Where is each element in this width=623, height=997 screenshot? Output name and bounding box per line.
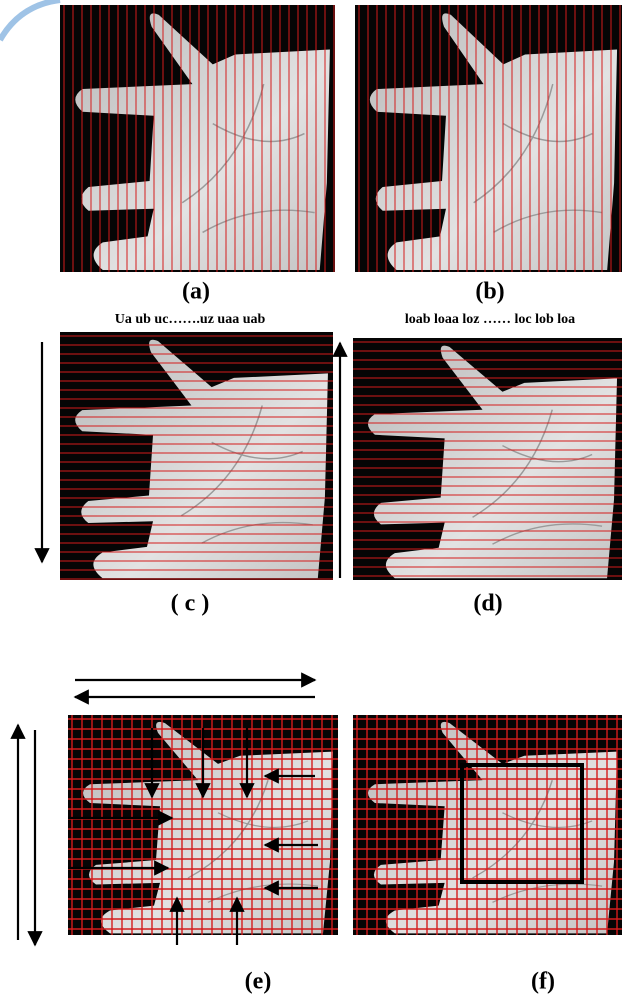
panel-label: (b) bbox=[475, 279, 504, 305]
sequence-label: Ua ub uc…….uz uaa uab bbox=[115, 312, 266, 327]
panel-label: (d) bbox=[473, 591, 502, 617]
panel-label: (f) bbox=[531, 969, 555, 995]
panel-label: ( c ) bbox=[171, 591, 210, 617]
palm-image bbox=[60, 5, 335, 272]
corner-decoration bbox=[0, 0, 60, 40]
sequence-label: loab loaa loz …… loc lob loa bbox=[405, 312, 575, 327]
figure: (a) (b) Ua ub uc…….uz uaa uab loab loaa … bbox=[0, 0, 623, 997]
panel-label: (a) bbox=[182, 279, 210, 305]
panel-label: (e) bbox=[245, 969, 272, 995]
